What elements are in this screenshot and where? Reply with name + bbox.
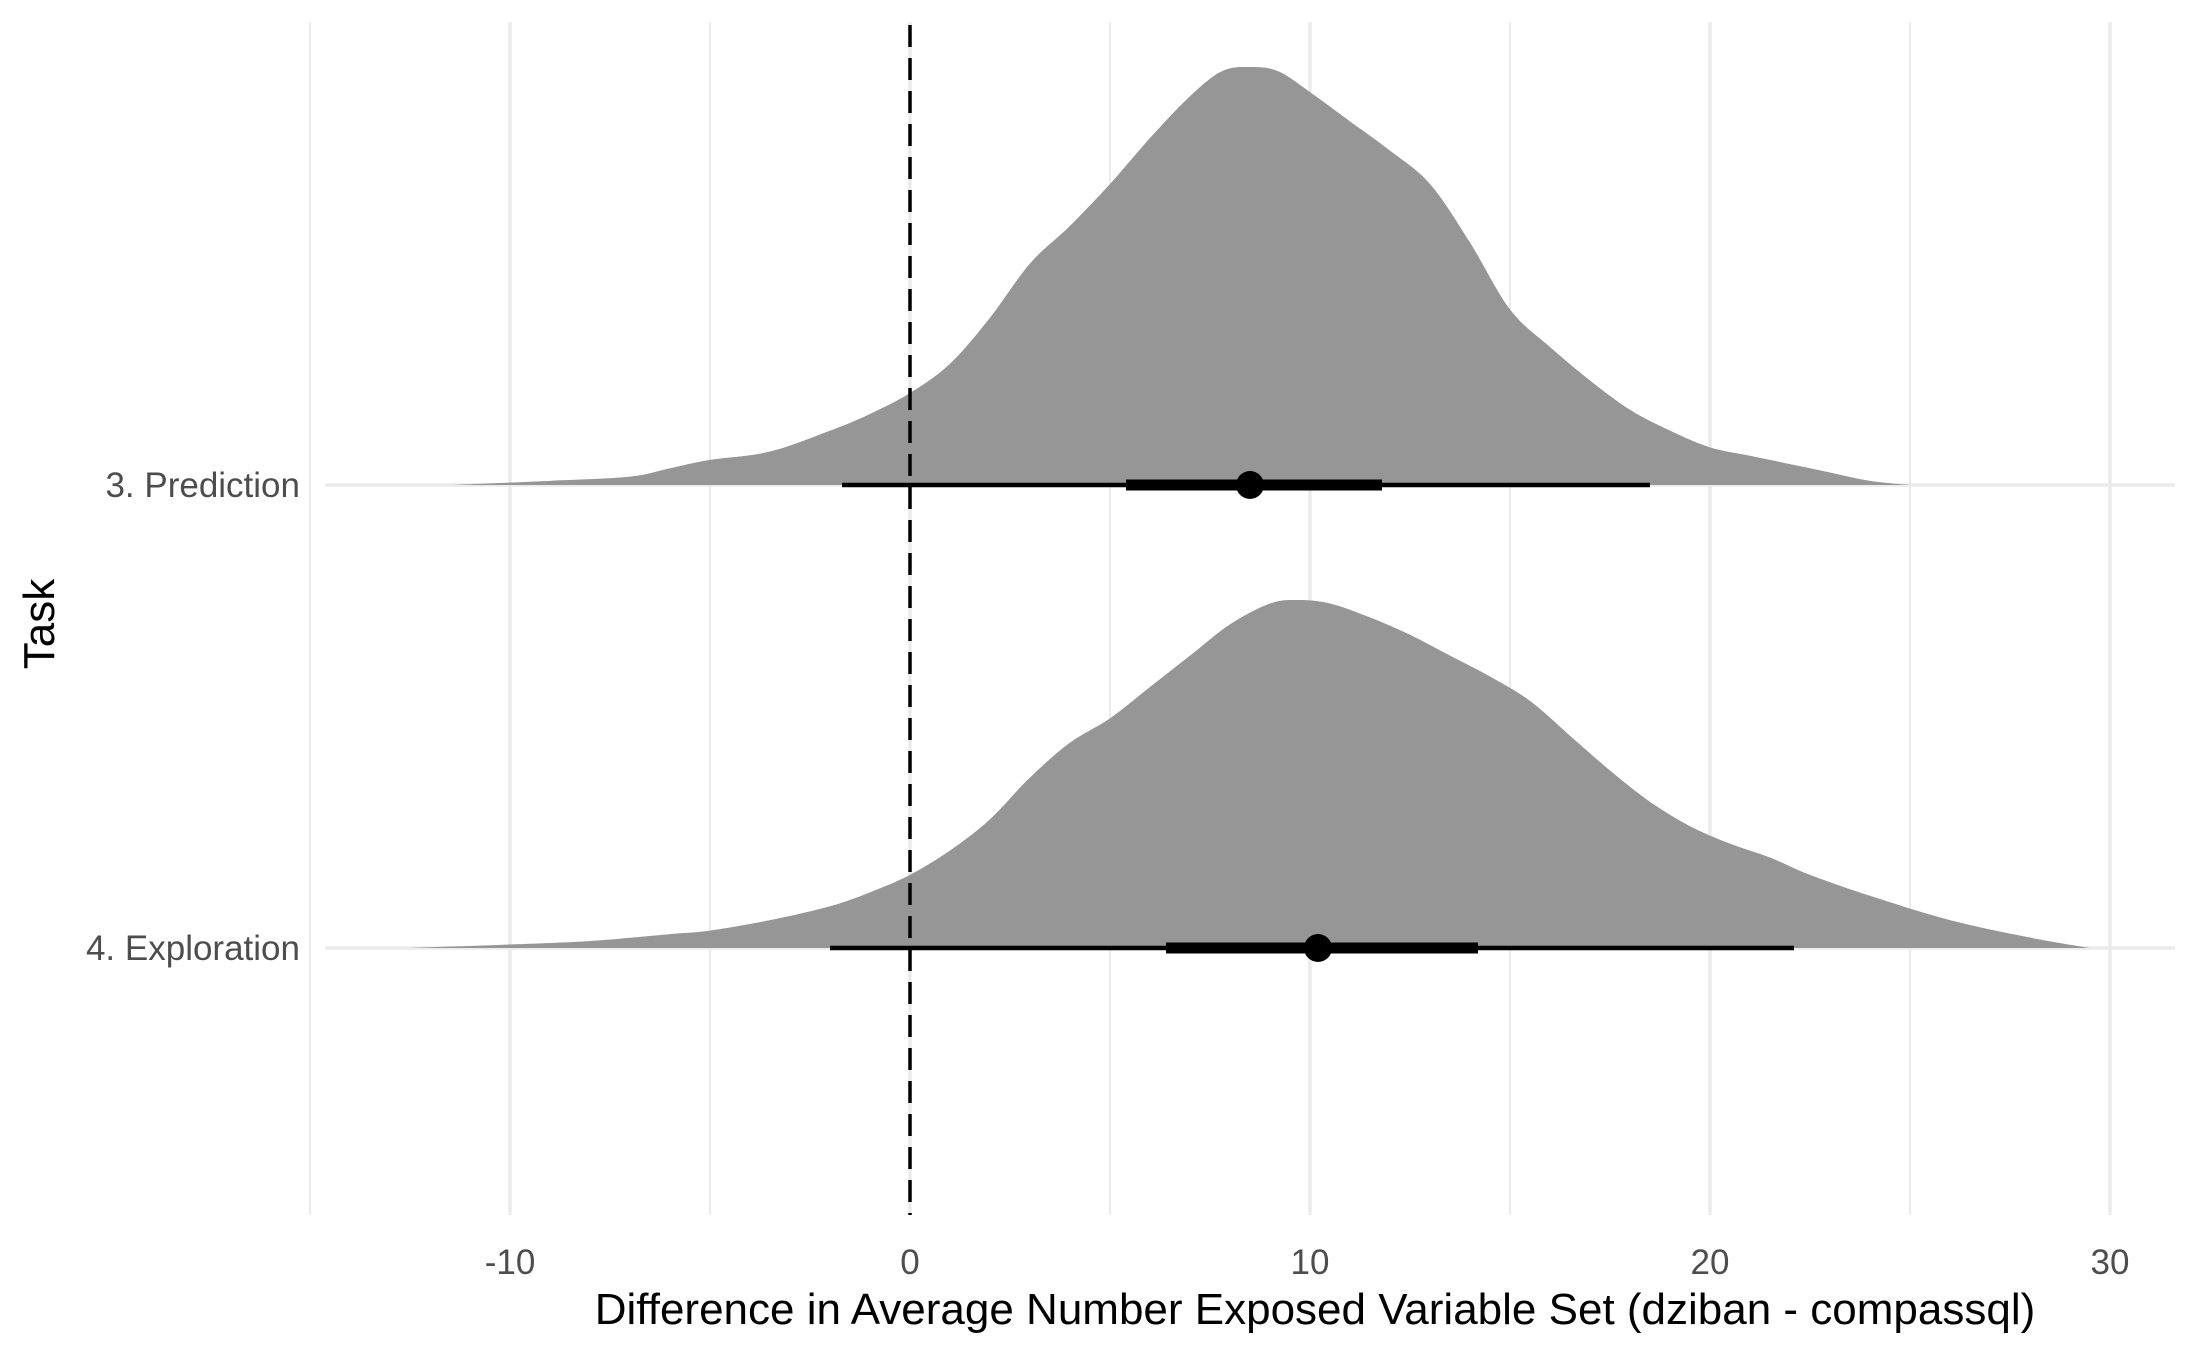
y-tick-label: 3. Prediction — [105, 466, 300, 505]
x-tick-label: 0 — [900, 1243, 919, 1282]
density-area — [450, 66, 1910, 485]
x-axis-title: Difference in Average Number Exposed Var… — [595, 1285, 2036, 1334]
x-tick-label: 10 — [1291, 1243, 1330, 1282]
x-tick-label: 30 — [2091, 1243, 2130, 1282]
point-estimate — [1236, 471, 1264, 499]
y-tick-labels: 3. Prediction 4. Exploration — [86, 466, 300, 968]
y-axis-title: Task — [15, 578, 64, 669]
x-tick-labels: -10 0 10 20 30 — [485, 1243, 2130, 1282]
density-area — [410, 599, 2090, 948]
y-tick-label: 4. Exploration — [86, 929, 300, 968]
interval-layer — [830, 471, 1794, 962]
point-estimate — [1304, 934, 1332, 962]
x-tick-label: -10 — [485, 1243, 536, 1282]
density-layer — [410, 66, 2090, 948]
x-tick-label: 20 — [1691, 1243, 1730, 1282]
